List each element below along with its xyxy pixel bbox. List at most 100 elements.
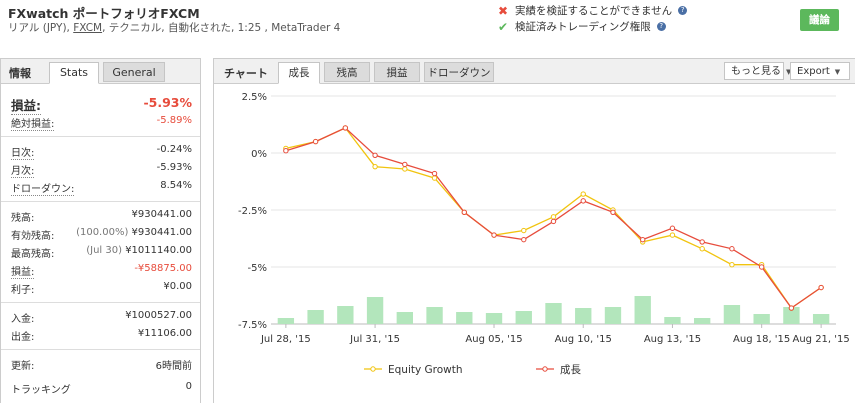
chart-legend: Equity Growth 成長 (364, 364, 581, 376)
data-point (788, 305, 795, 311)
tracking-value: 0 (185, 381, 192, 392)
data-point (640, 236, 646, 243)
tab-drawdown[interactable]: ドローダウン (424, 62, 494, 82)
data-point (372, 163, 378, 170)
profit-row: 損益: -¥58875.00 (11, 263, 192, 279)
help-icon[interactable]: ? (656, 22, 666, 31)
data-point (550, 218, 557, 225)
chart-panel-title: チャート (224, 67, 268, 80)
growth-chart: 2.5% 0% -2.5% -5% -7.5% Jul 28, '15 Jul 31, '… (238, 92, 850, 376)
bar (753, 314, 770, 324)
data-point (580, 191, 586, 197)
x-tick-label: Jul 28, '15 (260, 334, 311, 345)
interest-row: 利子: ¥0.00 (11, 281, 192, 297)
lines-group (283, 125, 824, 311)
gain-label: 損益: (11, 95, 41, 115)
checkmark-icon: ✔ (498, 19, 509, 34)
tab-stats[interactable]: Stats (49, 62, 99, 84)
legend-label: Equity Growth (388, 364, 463, 376)
drawdown-value: 8.54% (160, 180, 192, 191)
y-tick-label: 2.5% (242, 92, 267, 103)
bar (664, 317, 681, 324)
tab-general[interactable]: General (103, 62, 165, 82)
x-tick-label: Jul 31, '15 (349, 334, 400, 345)
data-point (699, 239, 705, 245)
info-panel: 情報 Stats General 損益: -5.93% 絶対損益: -5.89%… (0, 58, 201, 403)
monthly-label: 月次: (11, 162, 35, 178)
data-point (402, 161, 408, 168)
y-tick-label: -7.5% (238, 320, 267, 331)
x-tick-label: Aug 21, '15 (792, 334, 849, 345)
tab-growth[interactable]: 成長 (278, 62, 320, 84)
data-point (729, 262, 735, 268)
x-axis-ticks: Jul 28, '15 Jul 31, '15 Aug 05, '15 Aug 10,… (260, 324, 850, 345)
highest-balance-row: 最高残高: (Jul 30) ¥1011140.00 (11, 245, 192, 261)
x-tick-label: Aug 13, '15 (644, 334, 701, 345)
daily-label: 日次: (11, 144, 35, 160)
legend-swatch-marker (370, 366, 376, 372)
info-panel-title: 情報 (9, 67, 31, 80)
equity-percent: (100.00%) (76, 227, 129, 238)
tab-balance[interactable]: 残高 (324, 62, 370, 82)
data-point (461, 209, 467, 215)
x-tick-label: Aug 10, '15 (555, 334, 612, 345)
header: FXwatch ポートフォリオFXCM リアル (JPY), FXCM, テクニ… (0, 0, 855, 50)
bar (723, 305, 741, 324)
deposits-row: 入金: ¥1000527.00 (11, 310, 192, 326)
data-point (818, 284, 824, 291)
subtitle-suffix: , テクニカル, 自動化された, 1:25 , MetaTrader 4 (102, 22, 341, 34)
abs-gain-label: 絶対損益: (11, 115, 55, 131)
data-point (580, 198, 586, 204)
bar (575, 308, 592, 324)
withdrawals-value: ¥11106.00 (137, 328, 192, 339)
chart-panel: チャート 成長 残高 損益 ドローダウン もっと見る ▼ Export ▼ 2.5%… (213, 58, 855, 403)
y-tick-label: 0% (251, 149, 267, 160)
broker-link[interactable]: FXCM (73, 22, 103, 34)
drawdown-row: ドローダウン: 8.54% (11, 180, 192, 196)
data-point (491, 232, 497, 238)
abs-gain-row: 絶対損益: -5.89% (11, 115, 192, 131)
chart-grid (271, 95, 836, 325)
highest-label: 最高残高: (11, 249, 55, 260)
unverified-track-record: ✖ 実績を検証することができません ? (498, 3, 688, 18)
more-dropdown[interactable]: もっと見る ▼ (724, 62, 791, 80)
balance-value: ¥930441.00 (131, 209, 192, 220)
bar (277, 318, 295, 324)
divider (1, 201, 200, 202)
balance-row: 残高: ¥930441.00 (11, 209, 192, 225)
data-point (669, 225, 676, 231)
more-label: もっと見る (731, 66, 781, 77)
bar (694, 318, 711, 324)
drawdown-label: ドローダウン: (11, 180, 75, 196)
data-point (610, 209, 616, 215)
x-tick-label: Aug 05, '15 (465, 334, 522, 345)
data-point (431, 170, 438, 177)
tab-profit[interactable]: 損益 (374, 62, 420, 82)
profit-label: 損益: (11, 263, 35, 279)
cross-icon: ✖ (498, 3, 509, 18)
tracking-row: トラッキング 0 (11, 381, 192, 397)
equity-label: 有効残高: (11, 231, 55, 242)
account-subtitle: リアル (JPY), FXCM, テクニカル, 自動化された, 1:25 , M… (8, 20, 340, 35)
export-dropdown[interactable]: Export ▼ (790, 62, 850, 80)
verified-text: 検証済みトレーディング権限 (515, 21, 651, 33)
daily-value: -0.24% (156, 144, 192, 155)
monthly-value: -5.93% (156, 162, 192, 173)
chevron-down-icon: ▼ (834, 68, 841, 76)
interest-label: 利子: (11, 285, 35, 296)
withdrawals-label: 出金: (11, 332, 35, 343)
discuss-button[interactable]: 議論 (800, 9, 839, 31)
help-icon[interactable]: ? (678, 6, 688, 15)
divider (1, 349, 200, 350)
legend-swatch-marker (542, 366, 548, 372)
highest-date: (Jul 30) (86, 245, 122, 256)
bars-group (277, 296, 830, 324)
export-label: Export (797, 66, 830, 77)
bar (634, 296, 651, 324)
data-point (372, 152, 378, 158)
bar (812, 314, 830, 324)
bar (307, 310, 324, 324)
withdrawals-row: 出金: ¥11106.00 (11, 328, 192, 344)
unverified-text: 実績を検証することができません (515, 5, 673, 17)
interest-value: ¥0.00 (163, 281, 192, 292)
